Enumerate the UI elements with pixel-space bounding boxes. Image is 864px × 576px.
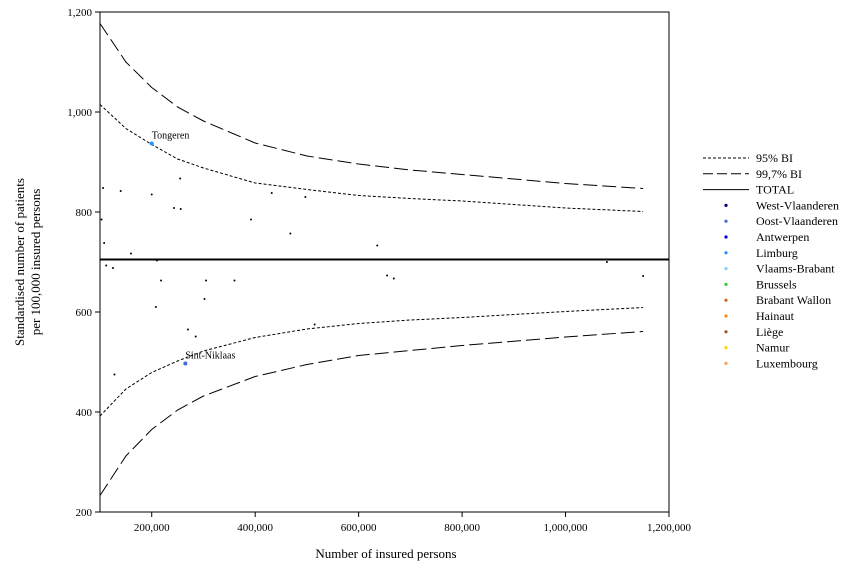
y-tick-label-1: 400 [76,407,93,419]
data-point-8 [149,141,154,146]
axes: 200,000 400,000 600,000 800,000 1,000,000 1,2… [67,7,691,534]
legend-region-marker-3 [724,251,728,255]
point-annotation-16: Sint-Niklaas [185,351,235,362]
data-point-0 [100,218,103,221]
legend-region-marker-1 [724,219,728,223]
data-point-15 [179,208,182,210]
data-point-4 [111,267,114,269]
band-1-lower-line [99,331,644,496]
band-1-upper-line [99,23,644,189]
data-point-12 [160,279,163,282]
legend-region-marker-9 [724,346,728,350]
data-point-24 [289,232,292,235]
legend-region-label-4: Vlaams-Brabant [756,262,835,276]
data-point-14 [179,177,182,180]
data-point-26 [313,323,316,326]
y-tick-label-3: 800 [76,207,93,219]
data-point-19 [203,298,206,300]
data-point-30 [605,261,608,263]
legend-line-label-0: 95% BI [756,151,793,165]
data-point-5 [113,373,116,376]
legend-region-label-9: Namur [756,341,789,355]
legend-region-marker-6 [724,298,728,302]
legend-region-label-0: West-Vlaanderen [756,198,839,212]
band-0-lower-line [99,307,644,417]
legend-region-label-8: Liège [756,325,783,339]
legend-region-marker-5 [724,282,728,286]
legend-region-label-1: Oost-Vlaanderen [756,214,838,228]
data-point-27 [376,244,379,247]
x-tick-label-0: 200,000 [134,522,170,534]
data-point-31 [642,275,645,277]
legend-line-label-2: TOTAL [756,183,794,197]
legend-region-label-2: Antwerpen [756,230,809,244]
data-point-10 [154,306,157,308]
x-axis-title: Number of insured persons [315,546,456,561]
y-tick-label-2: 600 [76,307,93,319]
legend-region-label-10: Luxembourg [756,356,818,370]
data-point-28 [386,274,389,277]
data-point-21 [233,279,236,282]
y-tick-label-5: 1,200 [67,7,92,19]
data-point-9 [150,193,153,196]
legend-region-marker-8 [724,330,728,334]
legend-region-label-3: Limburg [756,246,798,260]
legend-line-label-1: 99,7% BI [756,167,802,181]
point-annotation-8: Tongeren [152,131,190,142]
x-tick-label-4: 1,000,000 [544,522,589,534]
data-point-3 [105,264,108,267]
data-point-20 [205,279,208,282]
legend-region-marker-2 [724,235,728,239]
data-point-16 [183,361,188,366]
legend-region-marker-10 [724,361,728,365]
y-axis-title-line-2: per 100,000 insured persons [28,189,43,336]
data-point-2 [103,242,106,244]
legend-region-marker-7 [724,314,728,318]
plot-frame [99,11,670,513]
legend-region-marker-0 [724,203,728,207]
x-tick-label-1: 400,000 [237,522,273,534]
legend-region-label-7: Hainaut [756,309,795,323]
data-point-22 [250,218,253,221]
y-tick-label-0: 200 [76,507,93,519]
y-tick-label-4: 1,000 [67,107,92,119]
data-point-18 [194,335,197,338]
data-point-11 [155,259,158,262]
data-point-23 [270,192,273,194]
x-tick-label-5: 1,200,000 [647,522,692,534]
legend-region-label-5: Brussels [756,277,797,291]
legend-region-marker-4 [724,267,728,271]
band-0-upper-line [99,104,644,212]
x-tick-label-3: 800,000 [444,522,480,534]
data-point-6 [119,190,122,192]
legend-region-label-6: Brabant Wallon [756,293,831,307]
data-point-1 [102,187,105,189]
data-point-17 [186,328,189,331]
data-point-7 [130,252,133,255]
data-point-29 [392,277,395,280]
data-point-25 [304,196,307,198]
data-point-13 [172,207,175,209]
plot-area: Tongeren Sint-Niklaas [99,11,670,513]
y-axis-title-line-1: Standardised number of patients [12,178,27,346]
x-tick-label-2: 600,000 [341,522,377,534]
